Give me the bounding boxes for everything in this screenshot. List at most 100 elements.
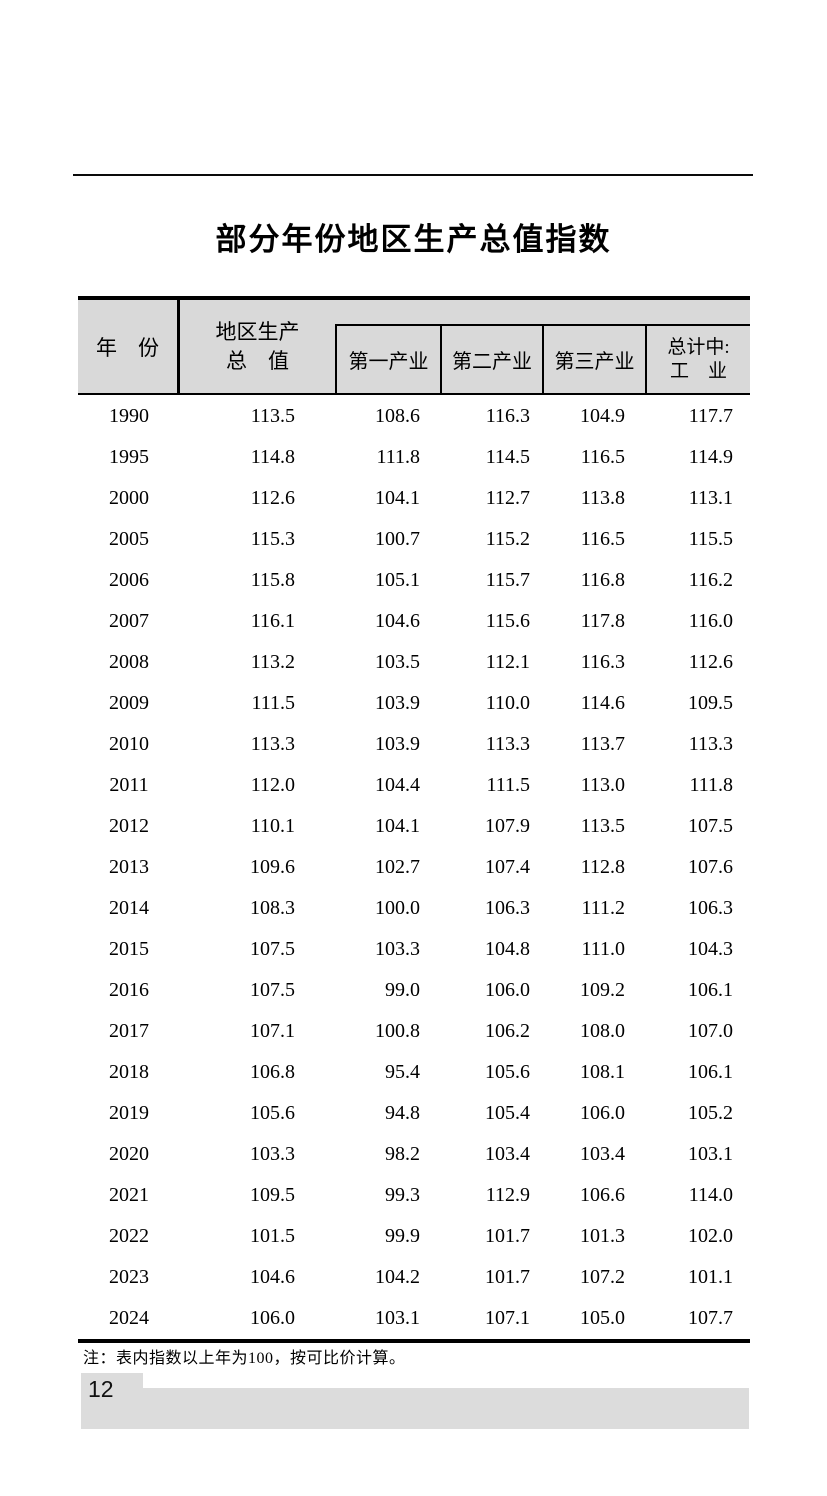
- table-row: 2010 113.3 103.9 113.3 113.7 113.3: [78, 724, 750, 765]
- year-cell: 2000: [109, 487, 149, 509]
- table-row: 2008 113.2 103.5 112.1 116.3 112.6: [78, 642, 750, 683]
- table-row: 2009 111.5 103.9 110.0 114.6 109.5: [78, 683, 750, 724]
- value-cell: 117.8: [580, 610, 625, 632]
- value-cell: 112.7: [485, 487, 530, 509]
- year-cell: 2020: [109, 1143, 149, 1165]
- value-cell: 114.9: [688, 446, 733, 468]
- grp-column-header: 地区生产 总 值: [180, 300, 335, 393]
- year-cell: 2021: [109, 1184, 149, 1206]
- table-row: 2022 101.5 99.9 101.7 101.3 102.0: [78, 1216, 750, 1257]
- year-cell: 2015: [109, 938, 149, 960]
- primary-industry-label: 第一产业: [348, 351, 429, 373]
- value-cell: 110.1: [250, 815, 295, 837]
- value-cell: 107.1: [250, 1020, 295, 1042]
- value-cell: 105.1: [375, 569, 420, 591]
- value-cell: 107.6: [688, 856, 733, 878]
- value-cell: 116.5: [580, 446, 625, 468]
- value-cell: 99.9: [385, 1225, 420, 1247]
- table-row: 2014 108.3 100.0 106.3 111.2 106.3: [78, 888, 750, 929]
- table-row: 2000 112.6 104.1 112.7 113.8 113.1: [78, 478, 750, 519]
- value-cell: 109.5: [688, 692, 733, 714]
- value-cell: 113.0: [580, 774, 625, 796]
- table-row: 2017 107.1 100.8 106.2 108.0 107.0: [78, 1011, 750, 1052]
- value-cell: 107.4: [485, 856, 530, 878]
- value-cell: 112.0: [250, 774, 295, 796]
- table-row: 2011 112.0 104.4 111.5 113.0 111.8: [78, 765, 750, 806]
- year-cell: 2013: [109, 856, 149, 878]
- value-cell: 108.3: [250, 897, 295, 919]
- value-cell: 116.5: [580, 528, 625, 550]
- year-cell: 2019: [109, 1102, 149, 1124]
- value-cell: 113.3: [250, 733, 295, 755]
- value-cell: 107.2: [580, 1266, 625, 1288]
- value-cell: 116.2: [688, 569, 733, 591]
- value-cell: 109.5: [250, 1184, 295, 1206]
- value-cell: 103.9: [375, 733, 420, 755]
- year-cell: 1990: [109, 405, 149, 427]
- value-cell: 110.0: [485, 692, 530, 714]
- value-cell: 113.5: [580, 815, 625, 837]
- grp-label-line2: 总 值: [226, 348, 289, 373]
- value-cell: 113.8: [580, 487, 625, 509]
- value-cell: 112.1: [485, 651, 530, 673]
- value-cell: 104.1: [375, 815, 420, 837]
- value-cell: 109.6: [250, 856, 295, 878]
- table-row: 1990 113.5 108.6 116.3 104.9 117.7: [78, 396, 750, 437]
- year-cell: 2023: [109, 1266, 149, 1288]
- value-cell: 112.9: [485, 1184, 530, 1206]
- value-cell: 106.1: [688, 979, 733, 1001]
- value-cell: 111.8: [376, 446, 420, 468]
- value-cell: 107.9: [485, 815, 530, 837]
- value-cell: 104.6: [250, 1266, 295, 1288]
- value-cell: 115.8: [250, 569, 295, 591]
- value-cell: 106.0: [485, 979, 530, 1001]
- value-cell: 107.1: [485, 1307, 530, 1329]
- value-cell: 105.2: [688, 1102, 733, 1124]
- value-cell: 102.7: [375, 856, 420, 878]
- value-cell: 117.7: [688, 405, 733, 427]
- value-cell: 106.8: [250, 1061, 295, 1083]
- value-cell: 105.4: [485, 1102, 530, 1124]
- page-title: 部分年份地区生产总值指数: [215, 222, 612, 257]
- value-cell: 113.3: [688, 733, 733, 755]
- value-cell: 104.8: [485, 938, 530, 960]
- value-cell: 115.5: [688, 528, 733, 550]
- year-column-header: 年 份: [78, 300, 180, 393]
- value-cell: 103.9: [375, 692, 420, 714]
- value-cell: 116.3: [580, 651, 625, 673]
- industry-of-total-header: 总计中: 工 业: [645, 326, 750, 393]
- value-cell: 101.7: [485, 1225, 530, 1247]
- value-cell: 99.0: [385, 979, 420, 1001]
- year-cell: 2018: [109, 1061, 149, 1083]
- value-cell: 105.6: [485, 1061, 530, 1083]
- value-cell: 104.9: [580, 405, 625, 427]
- value-cell: 106.0: [580, 1102, 625, 1124]
- value-cell: 103.4: [580, 1143, 625, 1165]
- value-cell: 107.5: [250, 938, 295, 960]
- value-cell: 101.1: [688, 1266, 733, 1288]
- value-cell: 104.4: [375, 774, 420, 796]
- tertiary-industry-label: 第三产业: [554, 351, 635, 373]
- year-cell: 2006: [109, 569, 149, 591]
- primary-industry-header: 第一产业: [337, 326, 440, 393]
- value-cell: 112.6: [688, 651, 733, 673]
- year-cell: 1995: [109, 446, 149, 468]
- value-cell: 114.8: [250, 446, 295, 468]
- year-cell: 2011: [109, 774, 149, 796]
- table-row: 2023 104.6 104.2 101.7 107.2 101.1: [78, 1257, 750, 1298]
- value-cell: 98.2: [385, 1143, 420, 1165]
- year-cell: 2007: [109, 610, 149, 632]
- value-cell: 105.0: [580, 1307, 625, 1329]
- value-cell: 100.7: [375, 528, 420, 550]
- value-cell: 103.5: [375, 651, 420, 673]
- value-cell: 106.6: [580, 1184, 625, 1206]
- value-cell: 103.4: [485, 1143, 530, 1165]
- value-cell: 106.3: [688, 897, 733, 919]
- industry-of-total-line2: 工 业: [669, 360, 727, 382]
- table-row: 2005 115.3 100.7 115.2 116.5 115.5: [78, 519, 750, 560]
- value-cell: 115.7: [485, 569, 530, 591]
- value-cell: 114.6: [580, 692, 625, 714]
- year-cell: 2017: [109, 1020, 149, 1042]
- table-row: 2013 109.6 102.7 107.4 112.8 107.6: [78, 847, 750, 888]
- value-cell: 106.0: [250, 1307, 295, 1329]
